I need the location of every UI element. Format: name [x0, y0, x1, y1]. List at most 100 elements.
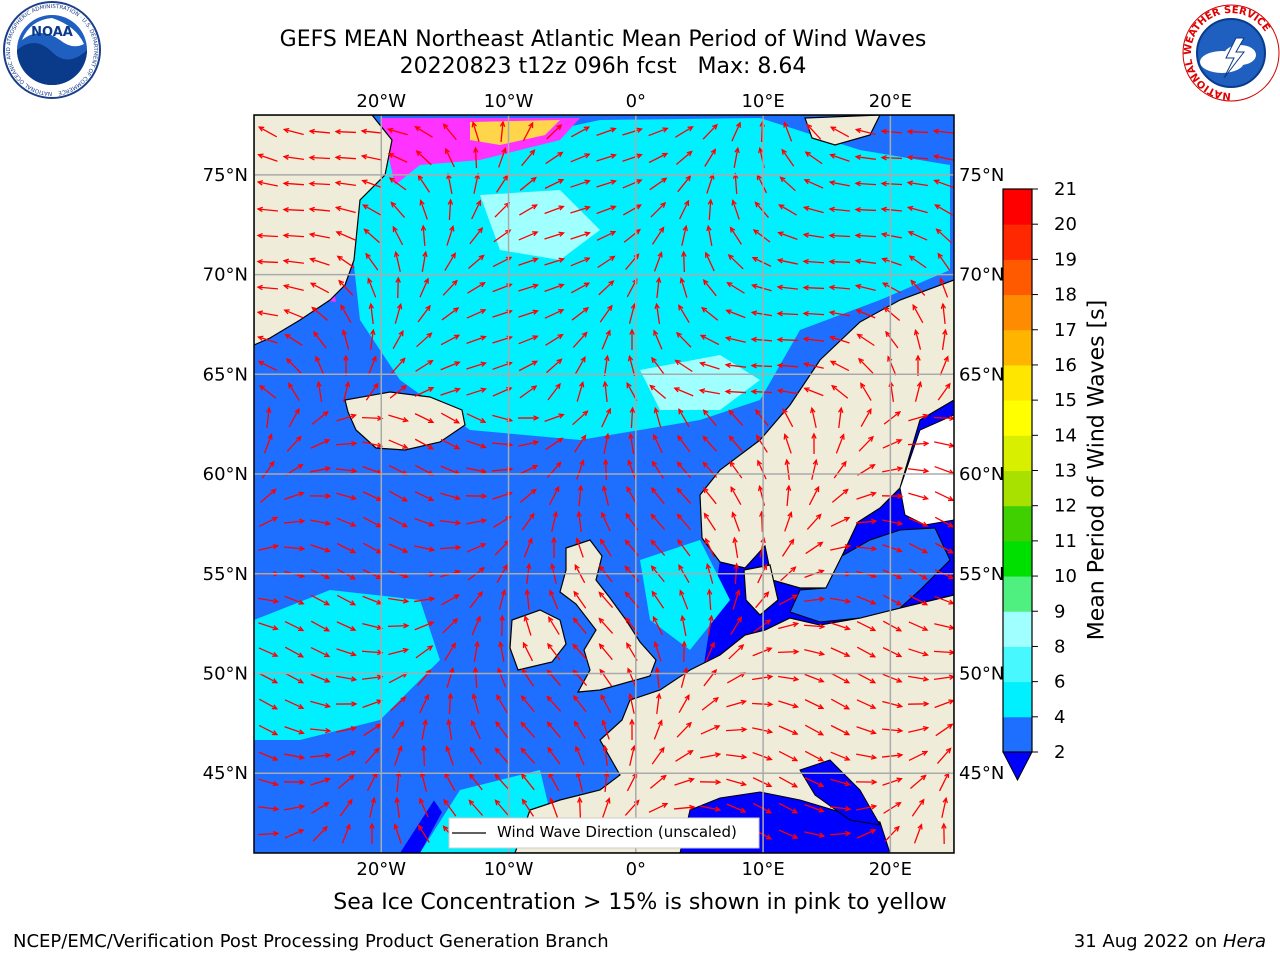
wave-arrow: [652, 615, 664, 636]
wave-arrow: [757, 459, 767, 480]
wave-arrow: [778, 204, 797, 216]
wave-arrow: [334, 129, 357, 135]
wave-arrow: [419, 277, 429, 298]
wave-arrow: [573, 720, 586, 739]
wave-arrow: [341, 328, 350, 350]
wave-arrow: [335, 440, 358, 447]
wave-arrow: [778, 594, 799, 606]
wave-arrow: [803, 179, 824, 189]
wave-arrow: [520, 695, 535, 713]
lon-label-bottom: 10°W: [484, 859, 534, 880]
wave-arrow: [883, 410, 902, 425]
wave-arrow: [677, 434, 691, 453]
wave-arrow: [728, 644, 745, 660]
wave-arrow: [546, 461, 562, 478]
wave-arrow: [781, 538, 795, 557]
wave-arrow: [915, 354, 921, 377]
wave-arrow: [394, 302, 403, 324]
wave-arrow: [828, 284, 851, 291]
wave-arrow: [310, 594, 331, 606]
wave-arrow: [308, 128, 331, 135]
wave-arrow: [389, 384, 408, 399]
wave-arrow: [783, 433, 792, 454]
wave-arrow: [778, 700, 799, 709]
wave-arrow: [880, 180, 903, 187]
wave-arrow: [466, 440, 487, 449]
wave-arrow: [829, 153, 850, 162]
wave-arrow: [679, 199, 690, 220]
wave-arrow: [392, 329, 404, 350]
wave-arrow: [498, 588, 507, 610]
lat-label-left: 50°N: [203, 663, 248, 684]
colorbar-swatch: [1003, 716, 1032, 753]
wave-arrow: [496, 174, 509, 193]
colorbar-swatch: [1003, 611, 1032, 647]
colorbar-tick-label: 15: [1054, 390, 1077, 411]
wave-arrow: [601, 329, 611, 350]
lat-label-left: 70°N: [203, 265, 248, 286]
wave-arrow: [854, 258, 876, 264]
wave-arrow: [284, 753, 306, 760]
wave-arrow: [446, 667, 455, 688]
footer-host: Hera: [1222, 931, 1266, 952]
wave-arrow: [311, 410, 329, 425]
colorbar-swatch: [1003, 646, 1032, 683]
wave-arrow: [258, 622, 279, 631]
wave-arrow: [828, 206, 851, 213]
wave-arrow: [753, 619, 772, 633]
wave-arrow: [494, 747, 509, 765]
wave-arrow: [472, 146, 479, 169]
wave-arrow: [284, 672, 305, 684]
period-band-8-9: [480, 190, 600, 260]
wave-arrow: [650, 539, 666, 556]
wave-arrow: [440, 492, 462, 501]
wave-arrow: [913, 328, 922, 350]
wave-arrow: [467, 254, 485, 270]
chart-title: GEFS MEAN Northeast Atlantic Mean Period…: [0, 26, 1206, 80]
wave-arrow: [256, 180, 278, 187]
wave-arrow: [629, 406, 636, 429]
wave-arrow: [336, 621, 357, 631]
wave-arrow: [467, 282, 486, 294]
wave-arrow: [388, 439, 409, 449]
footer-credit: NCEP/EMC/Verification Post Processing Pr…: [13, 931, 609, 952]
wave-arrow: [415, 645, 434, 659]
colorbar-tick-label: 4: [1054, 707, 1065, 728]
wave-arrow: [776, 258, 798, 265]
wave-arrow: [258, 647, 279, 657]
wave-arrow: [572, 617, 587, 635]
wave-arrow: [833, 460, 847, 479]
wave-arrow: [837, 406, 844, 429]
wave-arrow: [777, 231, 798, 241]
wave-arrow: [934, 204, 953, 216]
wave-arrow: [394, 745, 403, 766]
wave-arrow: [439, 544, 462, 551]
colorbar-tick-label: 14: [1054, 425, 1077, 446]
wave-arrow: [882, 519, 904, 526]
colorbar-swatch: [1003, 576, 1032, 612]
wave-arrow: [414, 413, 435, 424]
wave-arrow: [571, 307, 590, 321]
lon-label-top: 10°E: [741, 91, 784, 112]
wave-arrow: [343, 354, 349, 377]
wave-arrow: [676, 461, 691, 479]
lon-label-top: 10°W: [484, 91, 534, 112]
wave-arrow: [752, 802, 773, 814]
wave-arrow: [414, 438, 435, 450]
wave-period-field: [254, 115, 954, 853]
wave-arrow: [361, 179, 382, 188]
wave-arrow: [309, 257, 330, 266]
lon-label-top: 0°: [626, 91, 646, 112]
wave-arrow: [651, 356, 665, 375]
wave-arrow: [421, 718, 428, 740]
wave-arrow: [548, 485, 560, 506]
wave-arrow: [831, 384, 849, 399]
wave-arrow: [880, 232, 902, 239]
colorbar-tick-label: 18: [1054, 285, 1077, 306]
wave-arrow: [570, 205, 591, 214]
wave-arrow: [752, 777, 773, 787]
wave-arrow: [415, 359, 434, 372]
wave-arrow: [700, 725, 721, 735]
wave-arrow: [336, 542, 357, 554]
wave-arrow: [808, 485, 820, 506]
